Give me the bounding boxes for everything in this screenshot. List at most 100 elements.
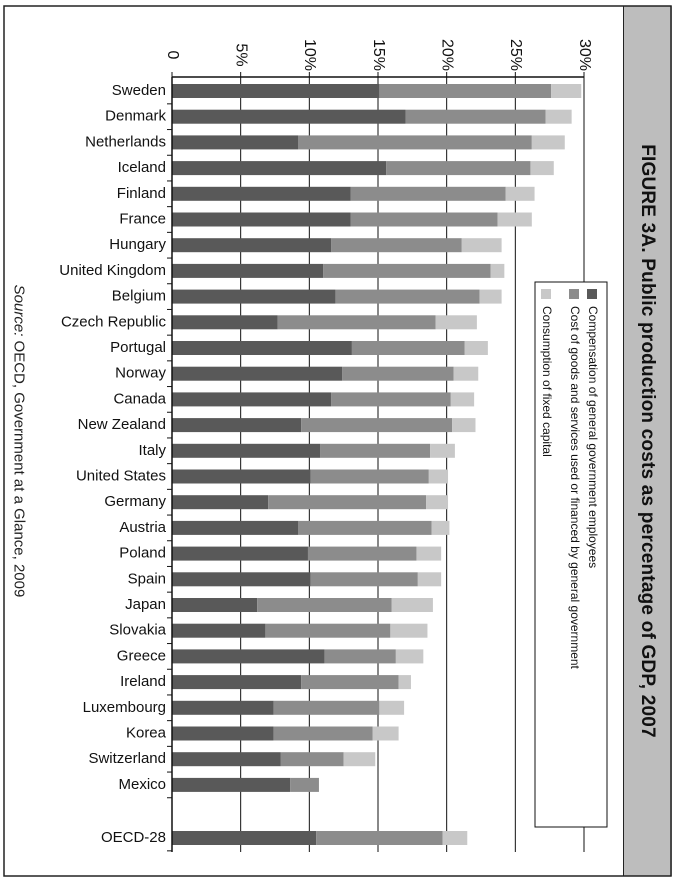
category-label: Italy — [138, 442, 166, 459]
bar-segment — [172, 418, 302, 433]
bar-segment — [172, 675, 302, 690]
bar-segment — [324, 649, 396, 664]
bar-segment — [172, 212, 351, 227]
bar-segment — [350, 212, 498, 227]
bar-segment — [323, 263, 491, 278]
bar-segment — [172, 649, 325, 664]
bar-segment — [372, 726, 399, 741]
category-label: United States — [76, 467, 166, 484]
category-label: Korea — [126, 724, 167, 741]
category-label: Czech Republic — [61, 313, 167, 330]
category-labels: Sweden Denmark Netherlands Iceland Finland Fr… — [59, 82, 166, 846]
bar-segment — [430, 443, 455, 458]
category-label: Iceland — [118, 159, 166, 176]
bar-segment — [172, 186, 351, 201]
category-label: Canada — [113, 390, 166, 407]
category-label: France — [119, 210, 166, 227]
bar-segment — [280, 752, 344, 767]
bar-segment — [172, 700, 274, 715]
bar-segment — [461, 238, 502, 253]
bar-segment — [172, 572, 311, 587]
bar-segment — [320, 443, 431, 458]
bar-segment — [172, 520, 299, 535]
category-label: Japan — [125, 596, 166, 613]
x-tick-label: 0 — [164, 51, 181, 60]
bar-segment — [172, 752, 281, 767]
category-label: Denmark — [105, 108, 166, 125]
bar-segment — [290, 777, 319, 792]
bar-segment — [172, 263, 324, 278]
legend-label: Cost of goods and services used or finan… — [568, 306, 582, 670]
bar-segment — [428, 469, 449, 484]
bar-segment — [350, 186, 506, 201]
bar-segment — [395, 649, 424, 664]
bar-segment — [351, 341, 465, 355]
bar-segment — [172, 161, 387, 176]
bar-segment — [379, 700, 405, 715]
legend-label: Compensation of general government emplo… — [586, 306, 600, 568]
bar-segment — [335, 289, 480, 304]
bar-segment — [172, 546, 308, 561]
bar-segment — [172, 443, 321, 458]
legend-label: Consumption of fixed capital — [540, 306, 554, 457]
bar-segment — [172, 341, 352, 355]
bar-segment — [551, 84, 582, 98]
bar-segment — [343, 752, 376, 767]
bar-segment — [453, 366, 479, 381]
bar-segment — [307, 546, 417, 561]
bars — [172, 84, 582, 845]
bar-segment — [331, 238, 462, 253]
bar-segment — [172, 366, 343, 381]
bar-segment — [490, 263, 505, 278]
category-label: Poland — [119, 545, 166, 562]
bar-segment — [172, 289, 336, 304]
bar-segment — [298, 520, 432, 535]
bar-segment — [172, 135, 299, 150]
bar-segment — [530, 161, 554, 176]
category-label: United Kingdom — [59, 262, 166, 279]
x-tick-label: 30% — [576, 39, 593, 71]
bar-segment — [172, 623, 266, 638]
bar-segment — [310, 572, 418, 587]
bar-segment — [277, 315, 436, 330]
category-label: Spain — [128, 570, 166, 587]
bar-segment — [172, 777, 291, 792]
title-band — [623, 6, 672, 876]
category-label: Finland — [117, 185, 166, 202]
category-label: Luxembourg — [83, 699, 166, 716]
bar-segment — [301, 675, 399, 690]
category-label: Norway — [115, 365, 166, 382]
bar-segment — [273, 726, 373, 741]
bar-segment — [497, 212, 532, 227]
tick-labels: 0 5% 10% 15% 20% 25% 30% — [164, 39, 593, 71]
x-tick-label: 10% — [301, 39, 318, 71]
category-label: OECD-28 — [101, 829, 166, 846]
bar-segment — [390, 623, 428, 638]
bar-segment — [172, 495, 269, 510]
category-label: Hungary — [109, 236, 166, 253]
bar-segment — [450, 392, 475, 407]
bar-segment — [426, 495, 449, 510]
bar-segment — [268, 495, 427, 510]
legend-swatch — [587, 289, 597, 299]
bar-segment — [172, 109, 406, 124]
bar-segment — [398, 675, 411, 690]
bar-segment — [416, 546, 442, 561]
bar-segment — [442, 831, 468, 845]
bar-segment — [301, 418, 453, 433]
bar-segment — [452, 418, 476, 433]
bar-segment — [257, 598, 392, 612]
bar-segment — [379, 84, 552, 98]
bar-segment — [464, 341, 488, 355]
bar-segment — [342, 366, 454, 381]
category-label: Switzerland — [88, 750, 166, 767]
bar-segment — [172, 84, 380, 98]
bar-segment — [265, 623, 391, 638]
category-label: Netherlands — [85, 133, 166, 150]
legend: Compensation of general government emplo… — [534, 281, 608, 828]
bar-segment — [172, 726, 274, 741]
bar-segment — [531, 135, 565, 150]
bar-segment — [417, 572, 442, 587]
